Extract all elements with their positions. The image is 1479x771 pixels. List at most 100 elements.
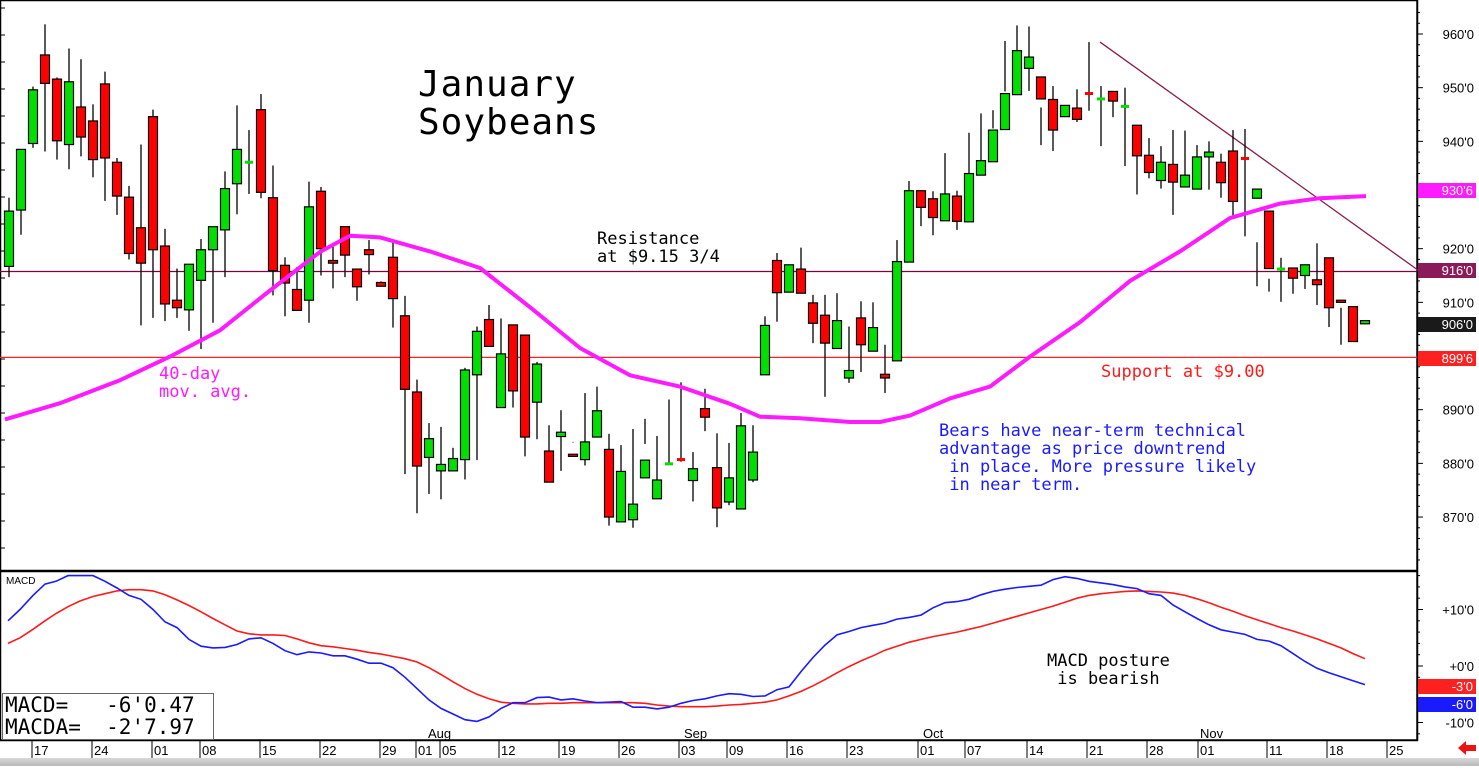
date-tick-label: 14 [1029,743,1043,758]
candle [255,94,267,199]
candle [747,425,759,483]
candle [447,447,459,472]
candle [267,165,279,296]
date-tick-label: 23 [849,743,863,758]
candle [1047,86,1059,152]
candle [387,240,399,328]
macda-readout: MACDA= -2'7.97 [5,716,213,738]
candle [231,105,243,215]
candle [999,40,1011,131]
candlesticks [3,24,1371,528]
candle [1241,128,1249,237]
candle [207,226,219,323]
candle [459,367,471,480]
candle [783,264,795,293]
candle [399,295,411,475]
candle [735,412,747,510]
candle [471,326,483,461]
candle [123,185,135,260]
candle [1121,87,1129,167]
date-tick-label: 07 [967,743,981,758]
candle [279,257,291,317]
ma40-price-tag: 930'6 [1418,183,1476,198]
date-tick-label: 09 [729,743,743,758]
candle [1277,257,1285,302]
candle [855,301,867,373]
date-tick-label: 28 [1149,743,1163,758]
macda-value-tag: -3'0 [1418,679,1476,694]
candle [639,418,651,479]
candle [1227,130,1239,216]
macd-tick-label: -10'0 [1445,716,1474,731]
candle [147,109,159,318]
candle [483,305,495,347]
macda-readout-label: MACDA= [5,715,81,739]
downtrend-line [1099,41,1419,271]
candle [615,445,627,523]
date-tick-label: 15 [262,743,276,758]
macd-readout: MACD= -6'0.47 [5,694,213,716]
candle [303,181,315,323]
candle [495,318,507,409]
candle [711,433,723,528]
candle [1107,90,1119,118]
candle [879,344,891,394]
candle [1155,146,1167,189]
candle [1011,25,1023,96]
chart-title: January Soybeans [418,66,599,142]
moving-average-annotation: 40-day mov. avg. [159,364,252,402]
macd-annotation: MACD posture is bearish [1047,651,1170,689]
month-label: Nov [1200,726,1224,741]
support-price-tag: 899'6 [1418,351,1476,366]
candle [975,113,987,176]
candle [567,441,579,457]
month-label: Sep [684,726,707,741]
date-tick-label: 01 [418,743,432,758]
candle [543,425,555,483]
candle [1335,299,1347,345]
date-tick-label: 29 [382,743,396,758]
date-tick-label: 01 [154,743,168,758]
candle [159,228,171,322]
candle [1251,188,1263,287]
candle [327,242,339,289]
candle [843,326,855,383]
candle [183,263,195,331]
candle [315,186,327,276]
candle [759,316,771,376]
candle [1215,153,1227,198]
title-line-1: January [418,64,577,105]
macd-value-tag: -6'0 [1418,697,1476,712]
resistance-price-tag: 916'0 [1418,263,1476,278]
date-axis: 17 24 01 08 15 22 29 01 05 12 19 26 03 09 16 23 01 07 14 21… [31,726,1403,758]
macda-line [7,588,1366,708]
candle [1287,267,1299,294]
candle [687,452,699,502]
candle [579,393,591,466]
scroll-back-arrow-icon[interactable] [1458,741,1476,755]
candle [1359,319,1371,325]
candle [75,59,87,157]
date-tick-label: 25 [1389,743,1403,758]
date-tick-label: 19 [561,743,575,758]
candle [1191,145,1203,190]
candle [1131,124,1143,195]
candle [555,410,567,471]
date-tick-label: 03 [681,743,695,758]
candle [987,110,999,163]
support-annotation: Support at $9.00 [1101,362,1265,382]
candle [531,361,543,440]
date-tick-label: 11 [1269,743,1283,758]
candle [891,240,903,362]
candle [171,268,183,318]
candle [591,386,603,438]
candle [245,130,253,194]
candle [339,226,351,278]
macd-tick-label: +10'0 [1442,603,1474,618]
price-tick-label: 880'0 [1443,456,1474,471]
date-tick-label: 05 [442,743,456,758]
resistance-annotation: Resistance at $9.15 3/4 [597,229,720,267]
commentary-annotation: Bears have near-term technical advantage… [939,421,1257,495]
candle [603,433,615,526]
